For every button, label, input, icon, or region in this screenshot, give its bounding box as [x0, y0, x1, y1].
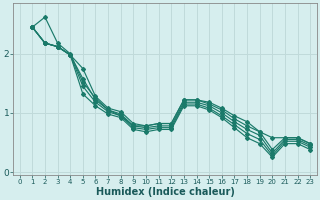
X-axis label: Humidex (Indice chaleur): Humidex (Indice chaleur) [96, 187, 234, 197]
